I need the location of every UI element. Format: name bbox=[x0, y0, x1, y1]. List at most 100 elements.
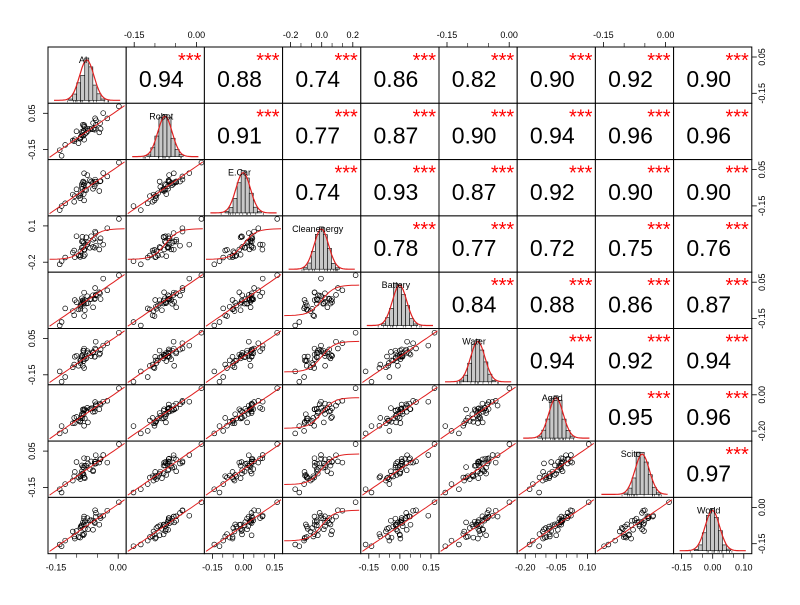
tick-label: -0.15 bbox=[27, 477, 37, 498]
scatter-point bbox=[246, 452, 252, 458]
panel-2-7: 0.90*** bbox=[594, 159, 675, 217]
tick-label: 0.05 bbox=[27, 105, 37, 123]
panel-frame bbox=[516, 46, 596, 104]
scatter-point bbox=[79, 297, 86, 304]
tick-label: -0.15 bbox=[27, 139, 37, 160]
scatter-point bbox=[160, 234, 167, 240]
correlation-value: 0.93 bbox=[374, 179, 419, 205]
scatter-point bbox=[198, 441, 205, 447]
scatter-point bbox=[456, 541, 462, 548]
panel-8-1 bbox=[125, 496, 205, 555]
scatter-point bbox=[301, 537, 307, 544]
scatter-point bbox=[153, 303, 159, 310]
tick-label: 0.1 bbox=[27, 220, 37, 233]
scatter-point bbox=[398, 456, 405, 462]
smooth-fit-line bbox=[284, 397, 360, 429]
scatter-point bbox=[494, 402, 501, 409]
scatter-point bbox=[92, 513, 99, 520]
variable-label: E.Car bbox=[228, 168, 251, 178]
scatter-point bbox=[483, 470, 489, 477]
scatter-point bbox=[71, 247, 77, 254]
scatter-point bbox=[97, 350, 103, 357]
scatter-point bbox=[324, 304, 331, 311]
significance-stars: *** bbox=[725, 332, 749, 354]
scatter-point bbox=[160, 355, 167, 362]
scatter-point bbox=[84, 293, 91, 299]
histogram-bar bbox=[693, 549, 699, 552]
significance-stars: *** bbox=[725, 106, 749, 128]
scatter-point bbox=[407, 351, 414, 358]
scatter-point bbox=[138, 322, 144, 329]
scatter-point bbox=[316, 292, 323, 299]
histogram-bar bbox=[96, 93, 102, 101]
scatter-point bbox=[80, 363, 86, 369]
variable-label: Water bbox=[462, 337, 486, 347]
scatter-point bbox=[403, 467, 410, 474]
scatter-point bbox=[163, 472, 170, 478]
panel-8-3 bbox=[282, 496, 362, 555]
scatter-point bbox=[85, 419, 91, 426]
panel-grid: AI0.94***0.88***0.74***0.86***0.82***0.9… bbox=[47, 46, 753, 555]
scatter-point bbox=[157, 522, 164, 528]
scatter-point bbox=[255, 507, 262, 514]
panel-frame bbox=[594, 46, 675, 104]
scatter-point bbox=[376, 531, 383, 537]
histogram-bar bbox=[722, 544, 727, 552]
panel-3-7: 0.75*** bbox=[594, 215, 675, 273]
scatter-point bbox=[301, 481, 307, 487]
scatter-point bbox=[425, 342, 432, 349]
scatter-point bbox=[211, 486, 218, 492]
density-curve bbox=[288, 228, 355, 270]
scatter-point bbox=[97, 296, 104, 302]
scatter-point bbox=[149, 361, 156, 368]
scatter-point bbox=[230, 525, 237, 531]
panel-2-2: E.Car bbox=[203, 159, 284, 217]
scatter-point bbox=[85, 239, 91, 246]
scatter-point bbox=[352, 441, 359, 447]
scatter-point bbox=[152, 420, 158, 426]
scatter-point bbox=[311, 463, 318, 469]
scatter-point bbox=[259, 512, 266, 519]
scatter-point bbox=[78, 522, 85, 528]
scatter-point bbox=[85, 460, 91, 467]
histogram-bar bbox=[170, 137, 176, 157]
scatter-point bbox=[186, 241, 193, 248]
tick-label: -0.15 bbox=[202, 563, 223, 573]
scatter-point bbox=[536, 489, 542, 496]
scatter-point bbox=[318, 512, 324, 519]
histogram-bar bbox=[491, 380, 497, 383]
correlation-value: 0.87 bbox=[374, 122, 419, 148]
significance-stars: *** bbox=[647, 332, 671, 354]
scatter-point bbox=[96, 521, 103, 528]
scatter-point bbox=[82, 475, 88, 481]
scatter-point bbox=[456, 486, 462, 492]
scatter-point bbox=[311, 531, 317, 537]
scatter-point bbox=[58, 489, 65, 496]
scatter-point bbox=[72, 297, 78, 303]
scatter-point bbox=[144, 428, 151, 434]
scatter-point bbox=[226, 357, 233, 364]
scatter-point bbox=[246, 230, 252, 236]
scatter-point bbox=[406, 456, 412, 463]
panel-5-3 bbox=[282, 328, 362, 386]
histogram-bar bbox=[413, 323, 419, 326]
scatter-point bbox=[165, 292, 171, 298]
scatter-point bbox=[641, 528, 647, 534]
scatter-point bbox=[246, 356, 253, 362]
scatter-point bbox=[165, 515, 172, 521]
scatter-point bbox=[259, 241, 266, 248]
scatter-point bbox=[506, 385, 513, 391]
scatter-point bbox=[384, 415, 390, 422]
tick-label: 0.00 bbox=[391, 563, 409, 573]
scatter-point bbox=[352, 329, 359, 336]
tick-label: -0.15 bbox=[124, 30, 145, 40]
scatter-point bbox=[97, 126, 104, 132]
smooth-fit-line bbox=[596, 499, 673, 552]
scatter-point bbox=[80, 191, 87, 197]
scatter-point bbox=[305, 415, 311, 422]
scatter-point bbox=[431, 329, 438, 336]
scatter-point bbox=[79, 352, 86, 358]
scatter-point bbox=[97, 120, 103, 126]
scatter-point bbox=[229, 354, 236, 360]
scatter-point bbox=[82, 307, 88, 313]
